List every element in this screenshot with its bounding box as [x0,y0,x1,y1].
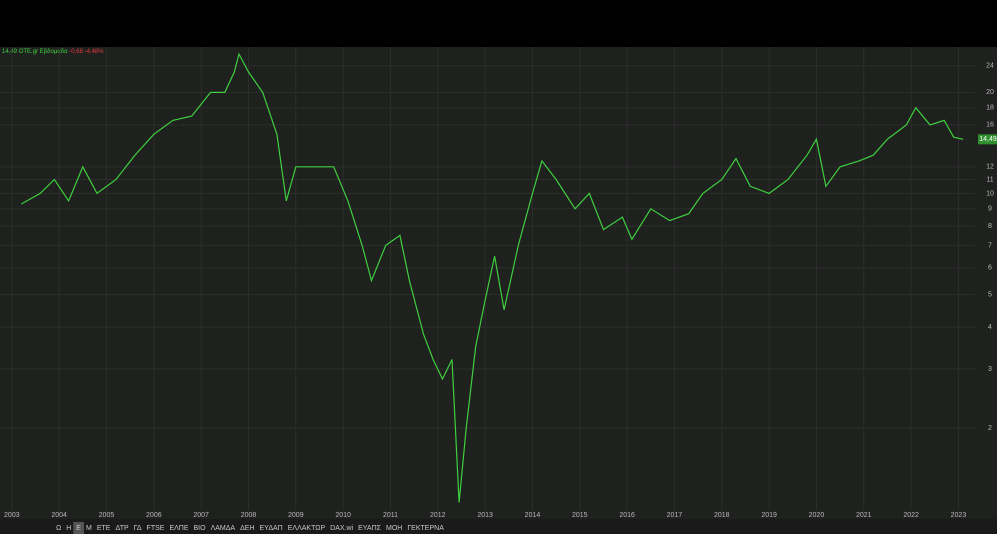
x-tick-label: 2010 [335,512,351,519]
toolbar-button[interactable]: Μ [86,525,92,532]
toolbar-button[interactable]: ΛΑΜΔΑ [211,525,236,532]
x-tick-label: 2019 [761,512,777,519]
x-tick-label: 2016 [619,512,635,519]
x-tick-label: 2012 [430,512,446,519]
y-tick-label: 20 [986,89,994,96]
toolbar-button[interactable]: ΔΕΗ [240,525,254,532]
y-tick-label: 6 [988,265,992,272]
toolbar-active [73,522,84,534]
legend-last: 14,49 [2,49,18,55]
x-tick-label: 2014 [525,512,541,519]
toolbar-button[interactable]: ΓΔ [134,525,142,532]
price-line [21,52,964,503]
x-tick-label: 2022 [903,512,919,519]
plot-area [0,47,997,519]
legend: 14,49 OTE.gr Εβδομάδα -0,68 -4,48% [2,48,104,55]
x-tick-label: 2013 [477,512,493,519]
y-tick-label: 24 [986,63,994,70]
y-tick-label: 3 [988,366,992,373]
y-tick-label: 7 [988,242,992,249]
y-tick-label: 8 [988,223,992,230]
x-tick-label: 2023 [951,512,967,519]
toolbar-button[interactable]: ΕΥΑΠΣ [358,525,382,532]
x-tick-label: 2018 [714,512,730,519]
toolbar-button[interactable]: ΔΤΡ [115,525,129,532]
legend-interval: Εβδομάδα [40,48,68,55]
toolbar-button[interactable]: ΕΤΕ [97,525,111,532]
x-tick-label: 2015 [572,512,588,519]
x-tick-label: 2009 [288,512,304,519]
y-tick-label: 18 [986,105,994,112]
x-tick-label: 2007 [193,512,209,519]
toolbar-button[interactable]: ΕΛΠΕ [169,525,188,532]
x-tick-label: 2004 [51,512,67,519]
y-tick-label: 2 [988,425,992,432]
toolbar-button[interactable]: ΓΕΚΤΕΡΝΑ [407,525,444,532]
y-tick-label: 16 [986,122,994,129]
toolbar-button[interactable]: FTSE [147,525,165,532]
toolbar-button[interactable]: ΒΙΟ [194,525,207,532]
price-tag: 14,49 [979,136,997,143]
x-tick-label: 2008 [241,512,257,519]
toolbar-button[interactable]: Ε [76,525,81,532]
toolbar-button[interactable]: DAX.wi [330,525,353,532]
toolbar-button[interactable]: ΜΟΗ [386,525,402,532]
x-tick-label: 2003 [4,512,20,519]
x-tick-label: 2017 [667,512,683,519]
legend-symbol: OTE.gr [19,49,38,55]
x-tick-label: 2006 [146,512,162,519]
y-tick-label: 10 [986,190,994,197]
y-tick-label: 9 [988,206,992,213]
y-tick-label: 4 [988,324,992,331]
y-tick-label: 11 [986,176,993,183]
x-tick-label: 2005 [99,512,115,519]
toolbar-button[interactable]: ΕΥΔΑΠ [260,525,283,532]
toolbar-button[interactable]: Ω [56,525,61,532]
y-tick-label: 12 [986,164,994,171]
toolbar-button[interactable]: ΕΛΛΑΚΤΩΡ [288,525,326,532]
price-tag-box [978,134,997,145]
legend-change: -0,68 -4,48% [69,49,104,55]
x-tick-label: 2011 [383,512,398,519]
y-tick-label: 5 [988,291,992,298]
top-bar [0,0,997,47]
x-tick-label: 2021 [856,512,872,519]
x-tick-label: 2020 [809,512,825,519]
toolbar-button[interactable]: Η [66,525,71,532]
toolbar [0,519,997,534]
